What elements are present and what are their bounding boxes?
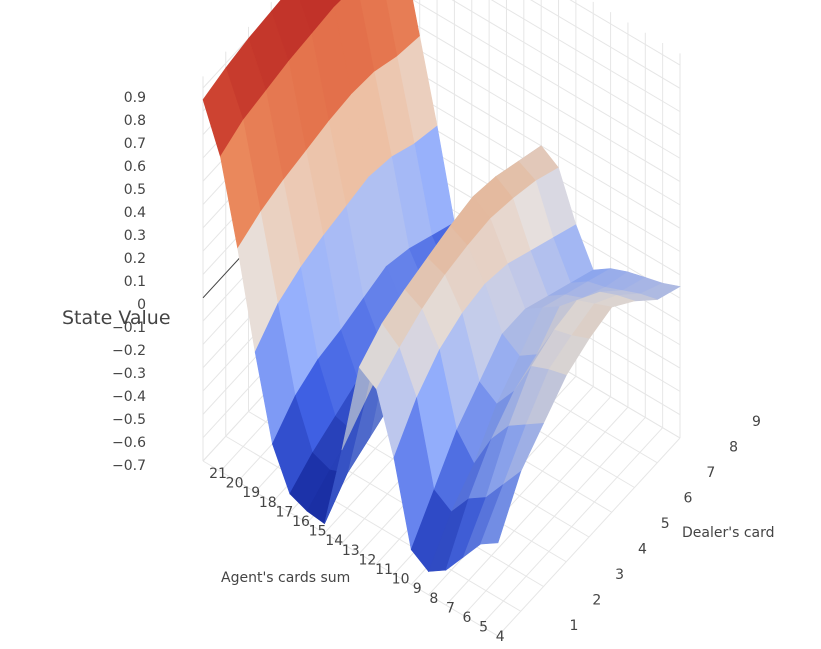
z-tick-label: 0.8 — [124, 113, 146, 129]
agent-sum-tick-label: 15 — [309, 524, 327, 540]
z-tick-label: −0.4 — [112, 389, 146, 405]
z-tick-label: 0.1 — [124, 274, 146, 290]
agent-sum-tick-label: 13 — [342, 543, 360, 559]
dealer-tick-label: 3 — [615, 567, 624, 583]
agent-sum-tick-label: 17 — [275, 504, 293, 520]
z-tick-label: 0.7 — [124, 136, 146, 152]
agent-sum-tick-label: 14 — [325, 533, 343, 549]
agent-sum-tick-label: 7 — [446, 600, 455, 616]
agent-sum-tick-label: 10 — [392, 572, 410, 588]
z-tick-label: −0.6 — [112, 435, 146, 451]
agent-sum-tick-label: 5 — [479, 620, 488, 636]
agent-sum-tick-label: 19 — [242, 485, 260, 501]
surface-mesh[interactable] — [202, 0, 681, 573]
z-tick-label: 0.5 — [124, 182, 146, 198]
surface-cell[interactable] — [317, 0, 357, 8]
dealer-tick-label: 9 — [752, 414, 761, 430]
z-tick-label: 0.3 — [124, 228, 146, 244]
agent-sum-tick-label: 8 — [429, 591, 438, 607]
agent-sum-tick-label: 16 — [292, 514, 310, 530]
agent-sum-tick-label: 11 — [375, 562, 393, 578]
z-tick-label: −0.7 — [112, 458, 146, 474]
z-tick-label: 0 — [137, 297, 146, 313]
z-tick-label: −0.5 — [112, 412, 146, 428]
agent-sum-tick-label: 4 — [496, 629, 505, 645]
dealer-tick-label: 6 — [684, 491, 693, 507]
dealer-tick-label: 8 — [729, 440, 738, 456]
z-axis-title: State Value — [62, 307, 171, 329]
agent-sum-tick-label: 21 — [209, 466, 227, 482]
y-axis-title: Dealer's card — [682, 525, 775, 541]
agent-sum-tick-label: 6 — [463, 610, 472, 626]
dealer-tick-label: 7 — [706, 465, 715, 481]
z-tick-label: 0.4 — [124, 205, 146, 221]
z-tick-label: 0.2 — [124, 251, 146, 267]
agent-sum-tick-label: 12 — [358, 552, 376, 568]
x-axis-title: Agent's cards sum — [221, 570, 350, 586]
z-tick-label: 0.9 — [124, 90, 146, 106]
z-axis-ticks: 0.9 0.8 0.7 0.6 0.5 0.4 0.3 0.2 0.1 0 −0.1 −0.2 −0.3… — [112, 90, 146, 474]
agent-sum-tick-label: 9 — [413, 581, 422, 597]
z-tick-label: −0.2 — [112, 343, 146, 359]
z-tick-label: 0.6 — [124, 159, 146, 175]
dealer-tick-label: 1 — [570, 618, 579, 634]
dealer-tick-label: 2 — [592, 593, 601, 609]
agent-sum-tick-label: 20 — [226, 476, 244, 492]
surface-cell[interactable] — [480, 470, 522, 545]
z-tick-label: −0.3 — [112, 366, 146, 382]
dealer-tick-label: 5 — [661, 516, 670, 532]
dealer-tick-label: 4 — [638, 542, 647, 558]
z-tick-label: −0.1 — [112, 320, 146, 336]
agent-sum-tick-label: 18 — [259, 495, 277, 511]
